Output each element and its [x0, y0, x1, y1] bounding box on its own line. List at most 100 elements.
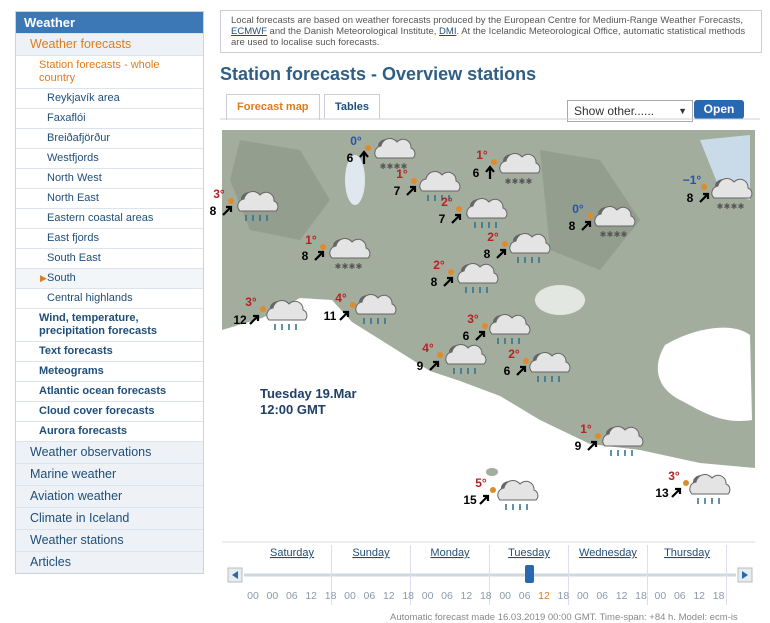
- hour-label[interactable]: 12: [461, 590, 473, 602]
- day-link[interactable]: Wednesday: [579, 547, 637, 559]
- hour-label[interactable]: 12: [616, 590, 628, 602]
- region-link[interactable]: Reykjavík area: [16, 88, 203, 108]
- forecast-link[interactable]: Wind, temperature, precipitation forecas…: [16, 308, 203, 341]
- menu-link[interactable]: Marine weather: [16, 463, 203, 485]
- forecast-link[interactable]: Text forecasts: [16, 341, 203, 361]
- cloud-icon: [529, 352, 571, 373]
- day-link[interactable]: Tuesday: [508, 547, 550, 559]
- wind-speed: 8: [302, 249, 309, 263]
- hour-label[interactable]: 12: [693, 590, 705, 602]
- link[interactable]: DMI: [439, 26, 457, 37]
- region-link[interactable]: Westfjords: [16, 148, 203, 168]
- hour-label[interactable]: 18: [558, 590, 570, 602]
- region-link[interactable]: South East: [16, 248, 203, 268]
- temperature: 0°: [350, 134, 362, 148]
- hour-label[interactable]: 00: [422, 590, 434, 602]
- cloud-icon: [594, 206, 636, 227]
- hour-label[interactable]: 00: [655, 590, 667, 602]
- hour-label[interactable]: 00: [267, 590, 279, 602]
- hour-label[interactable]: 06: [441, 590, 453, 602]
- sun-cloud: [501, 481, 519, 495]
- sun-cloud: [333, 239, 351, 253]
- station-dot: [320, 244, 326, 250]
- forecast-link[interactable]: Atlantic ocean forecasts: [16, 381, 203, 401]
- hour-label[interactable]: 06: [596, 590, 608, 602]
- menu-link[interactable]: Weather observations: [16, 441, 203, 463]
- station-dot: [411, 178, 417, 184]
- link[interactable]: ECMWF: [231, 26, 267, 37]
- lake: [345, 155, 365, 205]
- hour-label[interactable]: 12: [383, 590, 395, 602]
- forecast-link[interactable]: Aurora forecasts: [16, 421, 203, 441]
- station-dot: [701, 184, 707, 190]
- region-link[interactable]: North West: [16, 168, 203, 188]
- sidebar-title[interactable]: Weather: [16, 12, 203, 33]
- station-dot: [587, 213, 593, 219]
- scroll-left[interactable]: [227, 567, 243, 583]
- sidebar: Weather Weather forecasts Station foreca…: [15, 11, 204, 574]
- wind-speed: 9: [575, 439, 582, 453]
- station-dot: [260, 306, 266, 312]
- hour-label[interactable]: 00: [499, 590, 511, 602]
- tab[interactable]: Forecast map: [226, 94, 320, 120]
- region-link[interactable]: Breiðafjörður: [16, 128, 203, 148]
- menu-link[interactable]: Articles: [16, 551, 203, 573]
- notice: Local forecasts are based on weather for…: [220, 10, 762, 53]
- region-link[interactable]: ▶ South: [16, 268, 203, 288]
- button[interactable]: Open: [694, 100, 744, 119]
- hour-label[interactable]: 06: [364, 590, 376, 602]
- hour-label[interactable]: 00: [344, 590, 356, 602]
- sun-cloud: [359, 295, 377, 309]
- menu-link[interactable]: Weather stations: [16, 529, 203, 551]
- snow-icon: ✱: [731, 202, 738, 211]
- snow-icon: ✱: [621, 230, 628, 239]
- wind-arrow: [485, 165, 495, 179]
- section-link[interactable]: Weather forecasts: [16, 33, 203, 55]
- hour-label[interactable]: 06: [286, 590, 298, 602]
- hour-label[interactable]: 12: [538, 590, 550, 602]
- wind-arrow: [587, 440, 598, 451]
- slider-handle[interactable]: [525, 565, 534, 583]
- cloud-icon: [237, 191, 279, 212]
- wind-arrow: [443, 276, 454, 287]
- forecast-link[interactable]: Meteograms: [16, 361, 203, 381]
- hour-label[interactable]: 00: [247, 590, 259, 602]
- day-link[interactable]: Thursday: [664, 547, 710, 559]
- region-link[interactable]: North East: [16, 188, 203, 208]
- tab[interactable]: Tables: [324, 94, 381, 119]
- day-link[interactable]: Monday: [430, 547, 470, 559]
- menu-link[interactable]: Climate in Iceland: [16, 507, 203, 529]
- subsection-link[interactable]: Station forecasts - whole country: [16, 55, 203, 88]
- hour-label[interactable]: 00: [577, 590, 589, 602]
- select[interactable]: Show other...... ▼: [567, 100, 693, 122]
- region-link[interactable]: East fjords: [16, 228, 203, 248]
- snow-icon: ✱: [349, 262, 356, 271]
- hour-label[interactable]: 18: [325, 590, 337, 602]
- temperature: 5°: [475, 476, 487, 490]
- forecast-link[interactable]: Cloud cover forecasts: [16, 401, 203, 421]
- region-link[interactable]: Faxaflói: [16, 108, 203, 128]
- menu-link[interactable]: Aviation weather: [16, 485, 203, 507]
- wind-arrow: [222, 205, 233, 216]
- temperature: 2°: [508, 347, 520, 361]
- temperature: 3°: [213, 187, 225, 201]
- sun-cloud: [503, 154, 521, 168]
- day-link[interactable]: Sunday: [352, 547, 390, 559]
- scroll-right[interactable]: [737, 567, 753, 583]
- region-link[interactable]: Central highlands: [16, 288, 203, 308]
- hour-label[interactable]: 12: [305, 590, 317, 602]
- temperature: 1°: [476, 148, 488, 162]
- hour-label[interactable]: 06: [519, 590, 531, 602]
- day-link[interactable]: Saturday: [270, 547, 315, 559]
- snow-icon: ✱: [600, 230, 607, 239]
- sun-cloud: [461, 264, 479, 278]
- hour-label[interactable]: 18: [480, 590, 492, 602]
- hour-label[interactable]: 18: [402, 590, 414, 602]
- region-link[interactable]: Eastern coastal areas: [16, 208, 203, 228]
- arrow-icon: [742, 571, 748, 579]
- hour-label[interactable]: 18: [635, 590, 647, 602]
- hour-label[interactable]: 06: [674, 590, 686, 602]
- hour-label[interactable]: 18: [713, 590, 725, 602]
- temperature: 1°: [580, 422, 592, 436]
